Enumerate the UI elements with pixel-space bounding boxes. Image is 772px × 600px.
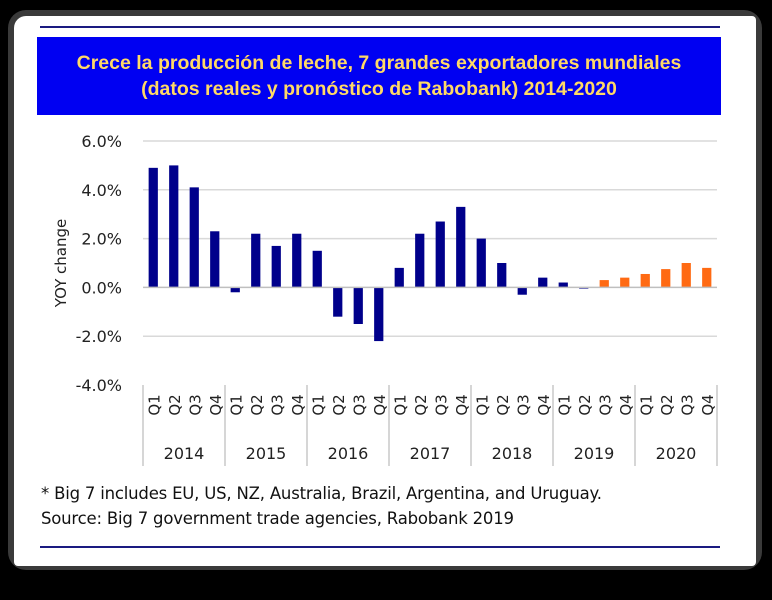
y-tick-label: -4.0% [76, 376, 122, 395]
year-label: 2015 [246, 444, 287, 463]
quarter-label: Q2 [494, 394, 512, 415]
y-tick-label: 6.0% [81, 132, 122, 151]
quarter-label: Q4 [371, 394, 389, 415]
bar [681, 263, 691, 288]
bar [702, 267, 712, 288]
bar [599, 280, 609, 288]
bar [374, 287, 384, 342]
quarter-label: Q4 [699, 394, 717, 415]
bar [271, 245, 281, 288]
y-tick-label: -2.0% [76, 327, 122, 346]
quarter-label: Q2 [166, 394, 184, 415]
source-note: Source: Big 7 government trade agencies,… [41, 509, 514, 528]
year-label: 2017 [410, 444, 451, 463]
bar [189, 187, 199, 288]
bar [435, 221, 445, 288]
quarter-label: Q2 [330, 394, 348, 415]
footnote: * Big 7 includes EU, US, NZ, Australia, … [41, 484, 602, 503]
quarter-label: Q1 [555, 394, 573, 415]
quarter-label: Q4 [617, 394, 635, 415]
y-tick-label: 4.0% [81, 181, 122, 200]
quarter-label: Q3 [186, 394, 204, 415]
bar [394, 267, 404, 288]
quarter-label: Q2 [412, 394, 430, 415]
quarter-label: Q4 [289, 394, 307, 415]
bar [169, 165, 179, 288]
bar [620, 277, 630, 288]
quarter-label: Q3 [268, 394, 286, 415]
top-divider [40, 26, 720, 28]
quarter-label: Q3 [432, 394, 450, 415]
bar [456, 206, 466, 288]
quarter-label: Q2 [658, 394, 676, 415]
quarter-label: Q3 [350, 394, 368, 415]
quarter-label: Q1 [473, 394, 491, 415]
y-axis-label: YOY change [52, 219, 70, 308]
bar [148, 167, 158, 288]
quarter-label: Q3 [596, 394, 614, 415]
quarter-label: Q1 [391, 394, 409, 415]
quarter-label: Q4 [453, 394, 471, 415]
quarter-label: Q4 [207, 394, 225, 415]
bar [558, 282, 568, 288]
bar [251, 233, 261, 288]
bar [353, 287, 363, 324]
bar [333, 287, 343, 317]
bar [210, 231, 220, 288]
quarter-label: Q2 [576, 394, 594, 415]
bar [476, 238, 486, 288]
y-tick-label: 2.0% [81, 230, 122, 249]
bar [292, 233, 302, 288]
bottom-divider [40, 546, 720, 548]
bar [312, 250, 322, 288]
quarter-label: Q2 [248, 394, 266, 415]
bar [640, 273, 650, 288]
quarter-label: Q1 [227, 394, 245, 415]
year-label: 2018 [492, 444, 533, 463]
bar [517, 287, 527, 295]
quarter-label: Q3 [678, 394, 696, 415]
year-label: 2019 [574, 444, 615, 463]
bar [497, 263, 507, 288]
quarter-label: Q1 [637, 394, 655, 415]
bar [415, 233, 425, 288]
quarter-label: Q1 [309, 394, 327, 415]
bar [538, 277, 548, 288]
quarter-label: Q1 [145, 394, 163, 415]
year-label: 2016 [328, 444, 369, 463]
year-label: 2020 [656, 444, 697, 463]
bar [661, 269, 671, 288]
y-tick-label: 0.0% [81, 278, 122, 297]
chart-title: Crece la producción de leche, 7 grandes … [37, 37, 721, 115]
quarter-label: Q3 [514, 394, 532, 415]
bar [230, 287, 240, 293]
quarter-label: Q4 [535, 394, 553, 415]
year-label: 2014 [164, 444, 205, 463]
